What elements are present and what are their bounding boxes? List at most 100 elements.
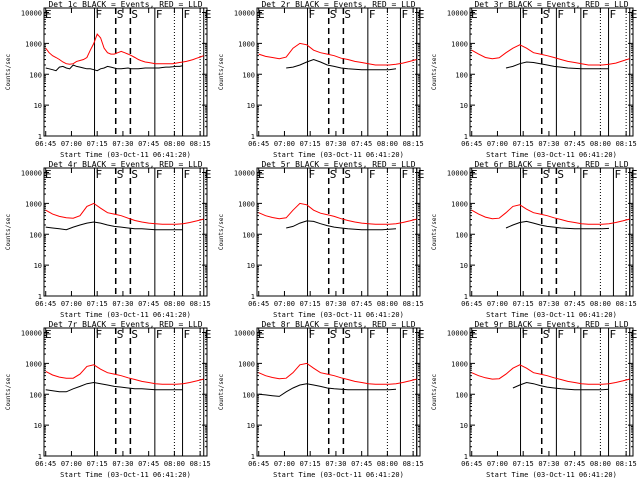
flag-label: F xyxy=(401,8,408,21)
chart-title: Det 9r BLACK = Events, RED = LLD xyxy=(474,320,628,329)
y-axis-label: Counts/sec xyxy=(5,374,12,411)
x-tick-label: 06:45 xyxy=(35,140,56,148)
x-axis-label: Start Time (03-Oct-11 06:41:20) xyxy=(60,471,191,479)
x-tick-label: 07:45 xyxy=(351,140,372,148)
x-axis-label: Start Time (03-Oct-11 06:41:20) xyxy=(486,311,617,319)
x-tick-label: 08:15 xyxy=(403,140,424,148)
flag-label: E xyxy=(258,168,265,181)
panel-4: Det 4r BLACK = Events, RED = LLD Counts/s… xyxy=(5,160,211,319)
flag-label: F xyxy=(184,8,191,21)
y-tick-label: 1000 xyxy=(451,200,468,208)
x-tick-label: 08:00 xyxy=(377,140,398,148)
x-tick-label: 07:00 xyxy=(274,300,295,308)
y-tick-label: 10000 xyxy=(447,170,468,178)
panel-6: Det 6r BLACK = Events, RED = LLD Counts/s… xyxy=(431,160,637,319)
x-tick-label: 07:30 xyxy=(325,140,346,148)
series-lld xyxy=(45,364,204,385)
flag-label: F xyxy=(401,168,408,181)
plot-frame xyxy=(469,167,634,297)
y-tick-label: 1 xyxy=(38,453,42,461)
x-tick-label: 06:45 xyxy=(461,300,482,308)
y-tick-label: 1 xyxy=(464,453,468,461)
y-tick-label: 10 xyxy=(460,422,468,430)
flag-label: E xyxy=(45,328,52,341)
x-tick-label: 07:45 xyxy=(564,300,585,308)
x-tick-label: 07:15 xyxy=(513,460,534,468)
flag-label: S xyxy=(330,328,337,341)
x-tick-label: 07:30 xyxy=(112,460,133,468)
flag-label: F xyxy=(582,168,589,181)
flag-label: E xyxy=(631,8,638,21)
x-tick-label: 07:30 xyxy=(538,300,559,308)
series-lld xyxy=(258,42,417,66)
flag-label: E xyxy=(45,8,52,21)
flag-label: F xyxy=(96,8,103,21)
x-tick-label: 07:00 xyxy=(487,460,508,468)
x-tick-label: 08:00 xyxy=(377,460,398,468)
y-tick-label: 10 xyxy=(460,102,468,110)
flag-label: F xyxy=(614,168,621,181)
panel-2: Det 2r BLACK = Events, RED = LLD Counts/s… xyxy=(218,0,424,159)
y-axis-label: Counts/sec xyxy=(5,214,12,251)
y-tick-label: 100 xyxy=(455,71,468,79)
flag-label: E xyxy=(205,168,212,181)
x-tick-label: 07:15 xyxy=(300,460,321,468)
series-events xyxy=(505,220,610,230)
flag-label: F xyxy=(156,8,163,21)
flag-label: S xyxy=(117,8,124,21)
flag-label: S xyxy=(344,168,351,181)
x-tick-label: 08:00 xyxy=(164,460,185,468)
x-tick-label: 07:45 xyxy=(351,460,372,468)
x-tick-label: 08:15 xyxy=(190,140,211,148)
x-tick-label: 07:00 xyxy=(61,460,82,468)
x-tick-label: 07:00 xyxy=(274,140,295,148)
flag-label: S xyxy=(543,8,550,21)
panel-3: Det 3r BLACK = Events, RED = LLD Counts/s… xyxy=(431,0,637,159)
y-tick-label: 1000 xyxy=(451,360,468,368)
x-tick-label: 07:45 xyxy=(138,300,159,308)
flag-label: F xyxy=(309,168,316,181)
x-axis-label: Start Time (03-Oct-11 06:41:20) xyxy=(486,471,617,479)
chart-title: Det 1c BLACK = Events, RED = LLD xyxy=(48,0,202,9)
series-lld xyxy=(45,33,204,65)
y-tick-label: 10000 xyxy=(21,10,42,18)
y-axis-label: Counts/sec xyxy=(218,374,225,411)
flag-label: E xyxy=(631,328,638,341)
flag-label: E xyxy=(418,168,425,181)
x-tick-label: 08:15 xyxy=(190,460,211,468)
y-tick-label: 10 xyxy=(34,102,42,110)
x-tick-label: 06:45 xyxy=(248,460,269,468)
series-lld xyxy=(45,202,204,225)
y-tick-label: 10000 xyxy=(234,170,255,178)
y-tick-label: 1 xyxy=(38,293,42,301)
panel-9: Det 9r BLACK = Events, RED = LLD Counts/s… xyxy=(431,320,637,479)
flag-label: S xyxy=(117,328,124,341)
x-tick-label: 07:30 xyxy=(538,460,559,468)
chart-title: Det 5r BLACK = Events, RED = LLD xyxy=(261,160,415,169)
flag-label: F xyxy=(96,328,103,341)
panel-7: Det 7r BLACK = Events, RED = LLD Counts/s… xyxy=(5,320,211,479)
flag-label: F xyxy=(582,328,589,341)
y-tick-label: 1000 xyxy=(238,360,255,368)
y-tick-label: 100 xyxy=(242,231,255,239)
series-events xyxy=(45,381,183,393)
x-axis-label: Start Time (03-Oct-11 06:41:20) xyxy=(486,151,617,159)
series-lld xyxy=(258,202,417,225)
flag-label: F xyxy=(184,328,191,341)
x-tick-label: 08:15 xyxy=(403,300,424,308)
plot-frame xyxy=(256,7,421,137)
x-tick-label: 07:00 xyxy=(487,300,508,308)
flag-label: E xyxy=(471,168,478,181)
x-tick-label: 06:45 xyxy=(461,140,482,148)
series-events xyxy=(286,58,397,71)
y-tick-label: 100 xyxy=(29,231,42,239)
flag-label: S xyxy=(131,8,138,21)
x-tick-label: 07:15 xyxy=(300,140,321,148)
y-tick-label: 1 xyxy=(38,133,42,141)
flag-label: F xyxy=(156,168,163,181)
flag-label: S xyxy=(131,328,138,341)
flag-label: E xyxy=(471,8,478,21)
panel-1: Det 1c BLACK = Events, RED = LLD Counts/s… xyxy=(5,0,211,159)
flag-label: S xyxy=(344,328,351,341)
chart-title: Det 8r BLACK = Events, RED = LLD xyxy=(261,320,415,329)
